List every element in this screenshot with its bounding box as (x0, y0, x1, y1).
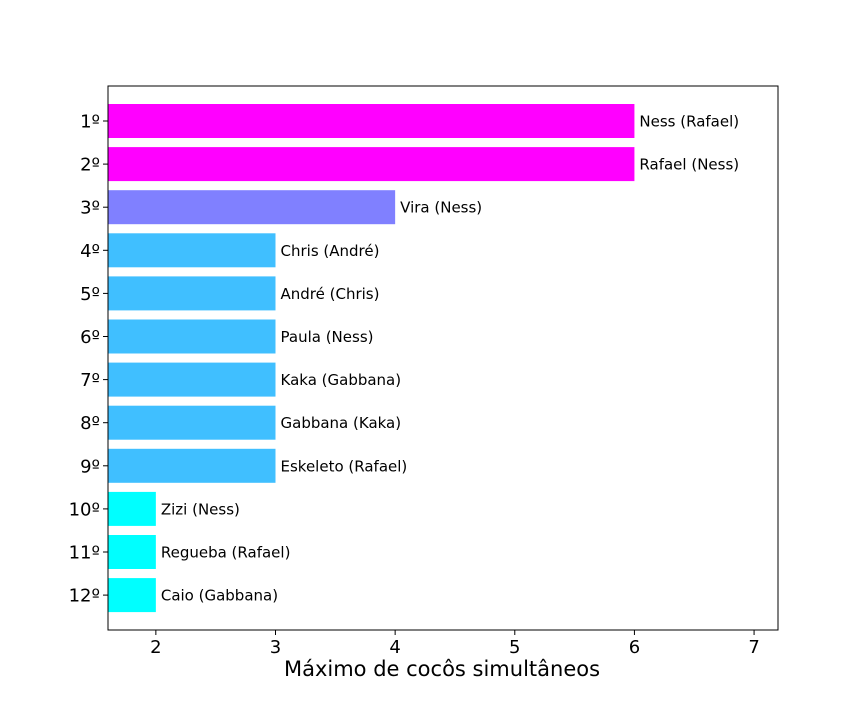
rank-label-9: 9º (80, 456, 100, 477)
bar-label-2: Rafael (Ness) (639, 156, 739, 174)
x-tick-label-6: 6 (629, 637, 640, 658)
x-tick-label-3: 3 (270, 637, 281, 658)
bar-label-3: Vira (Ness) (400, 199, 482, 217)
bar-label-9: Eskeleto (Rafael) (281, 457, 408, 475)
bar-7 (108, 362, 276, 397)
bar-11 (108, 535, 156, 569)
rank-label-4: 4º (80, 241, 100, 262)
rank-label-5: 5º (80, 284, 100, 305)
rank-label-3: 3º (80, 198, 100, 219)
x-tick-label-7: 7 (748, 637, 759, 658)
bar-label-7: Kaka (Gabbana) (281, 371, 402, 389)
bar-label-11: Regueba (Rafael) (161, 544, 291, 562)
rank-label-2: 2º (80, 155, 100, 176)
bar-label-1: Ness (Rafael) (639, 113, 739, 131)
x-tick-label-2: 2 (150, 637, 161, 658)
x-tick-label-5: 5 (509, 637, 520, 658)
bar-label-5: André (Chris) (281, 285, 380, 303)
bar-10 (108, 491, 156, 526)
rank-label-1: 1º (80, 112, 100, 133)
rank-label-7: 7º (80, 370, 100, 391)
bar-label-4: Chris (André) (281, 242, 380, 260)
bar-label-12: Caio (Gabbana) (161, 587, 278, 605)
bar-9 (108, 448, 276, 483)
bar-1 (108, 104, 635, 138)
bar-label-8: Gabbana (Kaka) (281, 414, 402, 432)
bars-layer: Ness (Rafael) Rafael (Ness) Vira (Ness) Chr… (108, 104, 739, 613)
bar-6 (108, 319, 276, 354)
bar-label-10: Zizi (Ness) (161, 500, 240, 518)
x-axis-label: Máximo de cocôs simultâneos (284, 657, 600, 681)
rank-label-6: 6º (80, 327, 100, 348)
bar-4 (108, 233, 276, 268)
plot-frame (107, 85, 779, 631)
bar-8 (108, 405, 276, 440)
x-tick-label-4: 4 (389, 637, 400, 658)
rank-label-11: 11º (69, 543, 100, 564)
bar-3 (108, 190, 396, 225)
bar-12 (108, 578, 156, 613)
bar-2 (108, 147, 635, 182)
x-axis-ticks: 2 3 4 5 6 7 (150, 630, 760, 658)
rank-tick-labels: 1º 2º 3º 4º 5º 6º 7º 8º 9º 10º 11º 12º (69, 112, 108, 607)
bar-5 (108, 276, 276, 311)
rank-label-10: 10º (69, 499, 100, 520)
bar-label-6: Paula (Ness) (281, 328, 374, 346)
rank-label-12: 12º (69, 586, 100, 607)
rank-label-8: 8º (80, 413, 100, 434)
